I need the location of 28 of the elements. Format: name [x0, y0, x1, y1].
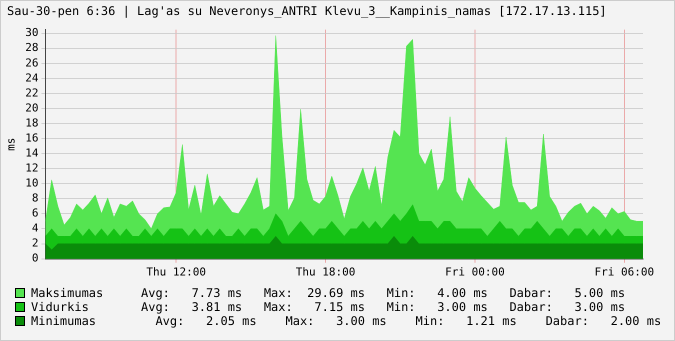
legend-label: Maksimumas: [31, 286, 104, 300]
x-tick-label: Fri 06:00: [594, 265, 654, 278]
y-tick-label: 12: [25, 161, 38, 174]
legend-label: Minimumas: [31, 314, 98, 328]
y-tick-label: 24: [25, 71, 39, 84]
y-tick-label: 2: [32, 236, 38, 250]
y-tick-label: 14: [25, 146, 39, 160]
y-tick-label: 10: [25, 176, 38, 190]
legend-label: Vidurkis: [31, 300, 90, 314]
y-tick-label: 22: [25, 86, 38, 100]
y-tick-label: 26: [25, 56, 38, 70]
y-tick-label: 16: [25, 131, 38, 144]
y-tick-label: 20: [25, 101, 38, 114]
text: Avg: 7.73 ms Max: 29.69 ms Min: 4.00 ms Dabar: 5.00 ms: [141, 286, 626, 300]
text: Avg: 3.81 ms Max: 7.15 ms Min: 3.00 ms Dabar: 3.00 ms: [141, 300, 626, 314]
y-tick-label: 30: [25, 26, 38, 40]
y-tick-label: 18: [25, 116, 38, 130]
x-tick-label: Thu 18:00: [296, 265, 356, 278]
x-tick-label: Fri 00:00: [445, 265, 505, 278]
y-axis-title: ms: [4, 138, 18, 151]
y-tick-label: 4: [32, 222, 39, 235]
y-tick-label: 28: [25, 41, 38, 54]
y-tick-label: 0: [32, 252, 38, 265]
y-tick-label: 6: [32, 206, 38, 220]
text: Avg: 2.05 ms Max: 3.00 ms Min: 1.21 ms Dabar: 2.00 ms: [154, 314, 662, 328]
x-tick-label: Thu 12:00: [146, 265, 206, 278]
chart-title: Sau-30-pen 6:36 | Lag'as su Neveronys_ANTRI Klevu_3__Kampinis_namas [172.17.13.115]: [6, 3, 608, 20]
y-tick-label: 8: [32, 192, 38, 205]
